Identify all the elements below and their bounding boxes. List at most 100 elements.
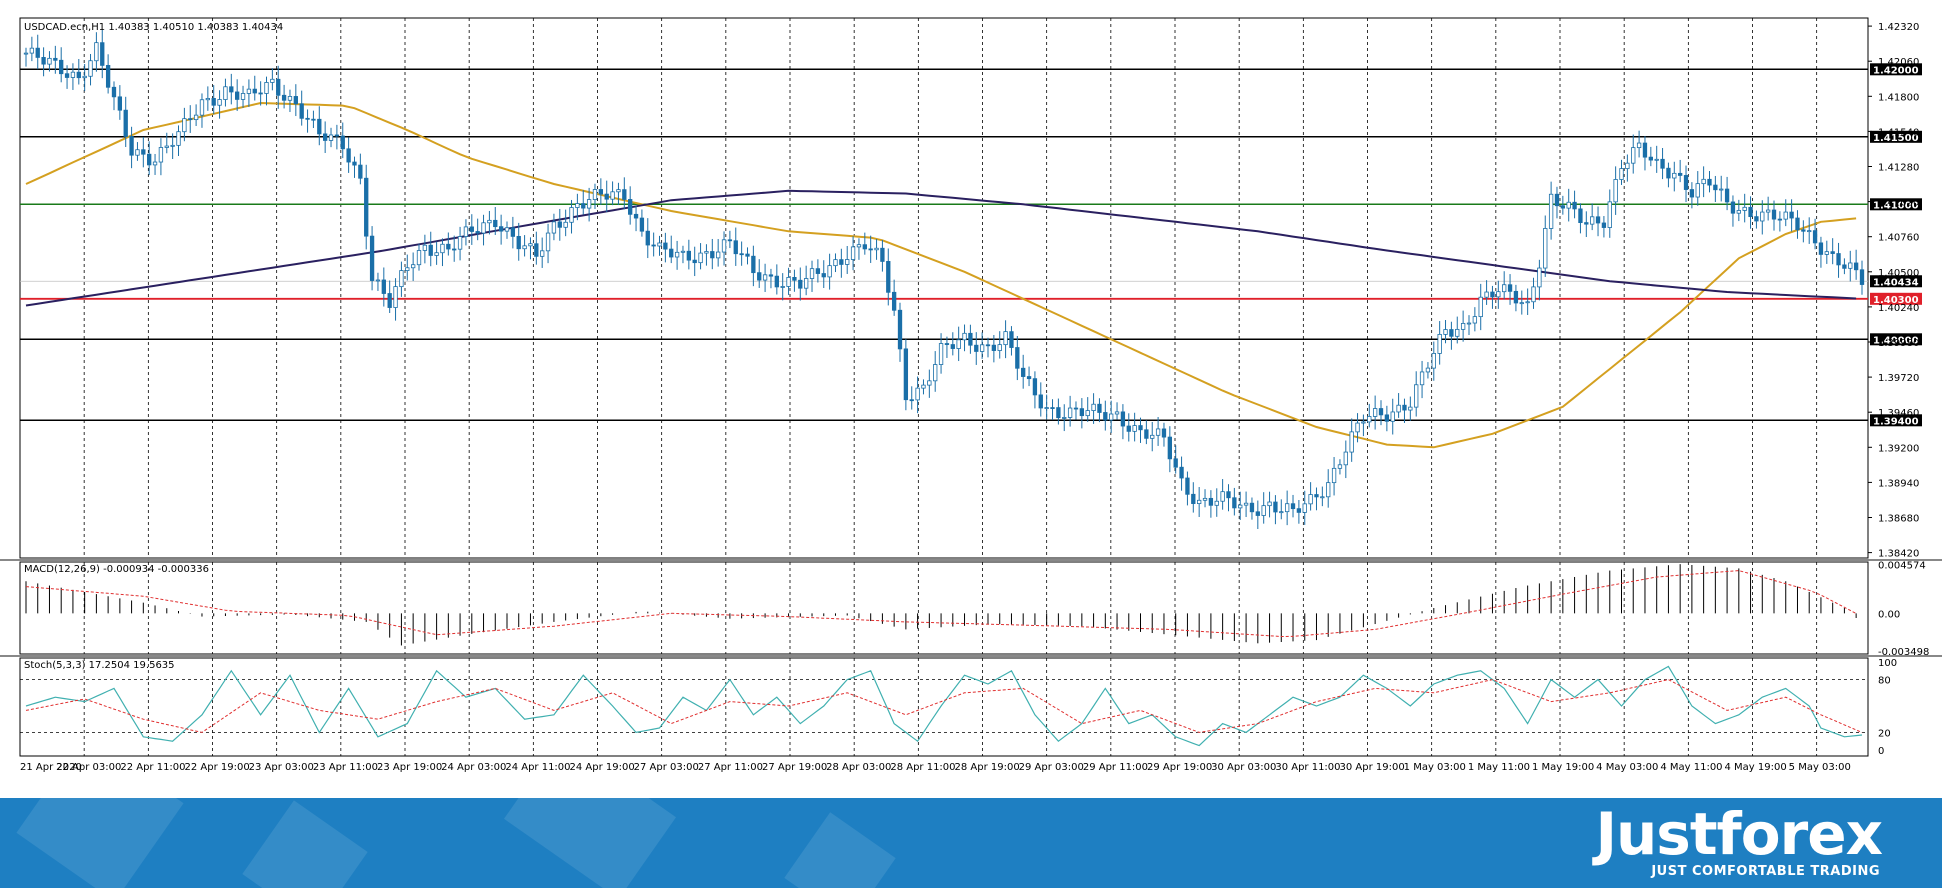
candle-body	[1378, 408, 1384, 416]
macd-tick-label: -0.003498	[1878, 647, 1929, 658]
candle-body	[657, 242, 662, 247]
candle-body	[956, 339, 961, 349]
candle-body	[1648, 156, 1653, 161]
candle-body	[1167, 436, 1172, 460]
candles	[23, 29, 1865, 529]
candle-body	[440, 243, 445, 254]
level-label: 1.41500	[1873, 133, 1919, 144]
candle-body	[540, 250, 545, 257]
x-tick-label: 4 May 11:00	[1660, 762, 1722, 773]
x-tick-label: 27 Apr 19:00	[762, 762, 827, 773]
x-tick-label: 23 Apr 19:00	[377, 762, 442, 773]
candle-body	[821, 273, 826, 278]
candle-body	[510, 227, 516, 237]
candle-body	[1683, 175, 1689, 190]
panel-frame	[19, 657, 1869, 757]
candle-body	[88, 60, 93, 77]
candle-body	[586, 199, 592, 209]
candle-body	[94, 42, 99, 62]
candle-body	[545, 232, 551, 252]
candle-body	[53, 57, 58, 61]
candle-body	[1490, 291, 1495, 298]
candle-body	[997, 344, 1002, 351]
x-tick-label: 24 Apr 19:00	[570, 762, 635, 773]
x-tick-label: 28 Apr 19:00	[955, 762, 1020, 773]
candle-body	[1431, 353, 1436, 369]
candle-body	[375, 279, 381, 282]
candle-body	[921, 384, 926, 389]
brand-logo: Justforex	[1595, 800, 1883, 868]
candle-body	[1601, 222, 1607, 228]
candle-body	[105, 65, 111, 88]
candle-body	[422, 244, 428, 251]
candle-body	[1208, 497, 1214, 506]
candle-body	[798, 279, 803, 289]
candle-body	[1091, 403, 1096, 411]
candle-body	[1085, 410, 1090, 417]
candle-body	[481, 222, 486, 234]
candle-body	[1249, 502, 1255, 513]
y-tick-label: 1.39460	[1878, 408, 1919, 419]
macd-tick-label: 0.004574	[1878, 560, 1926, 571]
x-tick-label: 24 Apr 11:00	[505, 762, 570, 773]
candle-body	[1079, 408, 1085, 417]
candle-body	[1678, 172, 1683, 176]
candle-body	[1631, 147, 1636, 164]
candle-body	[780, 286, 785, 288]
candle-body	[340, 135, 345, 150]
candle-body	[1742, 206, 1747, 211]
candle-body	[1460, 322, 1466, 330]
candle-body	[1730, 201, 1736, 214]
candle-body	[1296, 508, 1302, 513]
candle-body	[1155, 428, 1161, 436]
candle-body	[1144, 429, 1149, 439]
candle-body	[1015, 347, 1020, 369]
y-axis: 1.42320 1.42060 1.41800 1.41540 1.41280 1.410…	[1868, 22, 1919, 560]
candle-body	[774, 275, 779, 288]
candle-body	[1607, 201, 1612, 228]
y-tick-label: 1.40760	[1878, 233, 1919, 244]
candle-body	[839, 259, 844, 265]
candle-body	[1531, 286, 1536, 303]
candle-body	[23, 52, 29, 55]
y-tick-label: 1.42320	[1878, 22, 1919, 33]
stoch-tick-label: 20	[1878, 728, 1891, 739]
level-label: 1.39400	[1873, 416, 1919, 427]
candle-body	[1777, 218, 1783, 221]
candle-body	[252, 88, 257, 94]
candle-body	[346, 148, 351, 163]
candle-body	[229, 86, 234, 93]
candle-body	[29, 47, 35, 54]
candle-body	[815, 268, 821, 274]
candle-body	[516, 235, 521, 250]
candle-body	[1754, 216, 1759, 222]
candle-body	[962, 332, 967, 341]
candle-body	[1560, 205, 1566, 209]
level-box	[1870, 63, 1922, 76]
candle-body	[123, 109, 128, 137]
candle-body	[1120, 411, 1126, 427]
candle-body	[1619, 168, 1624, 180]
candle-body	[100, 42, 105, 66]
candle-body	[710, 251, 715, 259]
candle-body	[757, 272, 762, 281]
candle-body	[1372, 408, 1378, 417]
candle-body	[1367, 416, 1372, 423]
candle-body	[891, 291, 897, 311]
x-tick-label: 23 Apr 03:00	[249, 762, 314, 773]
candle-body	[1003, 331, 1008, 346]
candle-body	[933, 364, 938, 382]
candle-body	[809, 268, 815, 279]
decor-shape	[503, 798, 677, 888]
candle-body	[575, 203, 580, 208]
candle-body	[369, 235, 375, 281]
candle-body	[1185, 477, 1190, 495]
candle-body	[874, 247, 879, 251]
panel-frame	[19, 561, 1869, 655]
candle-body	[1097, 403, 1102, 413]
candle-body	[792, 277, 797, 281]
chart-canvas: 1.42000 1.41500 1.41000 1.40434 1.40300 1.400…	[0, 17, 1942, 773]
candle-body	[592, 189, 598, 200]
candle-body	[1760, 211, 1765, 222]
candle-body	[698, 252, 703, 264]
